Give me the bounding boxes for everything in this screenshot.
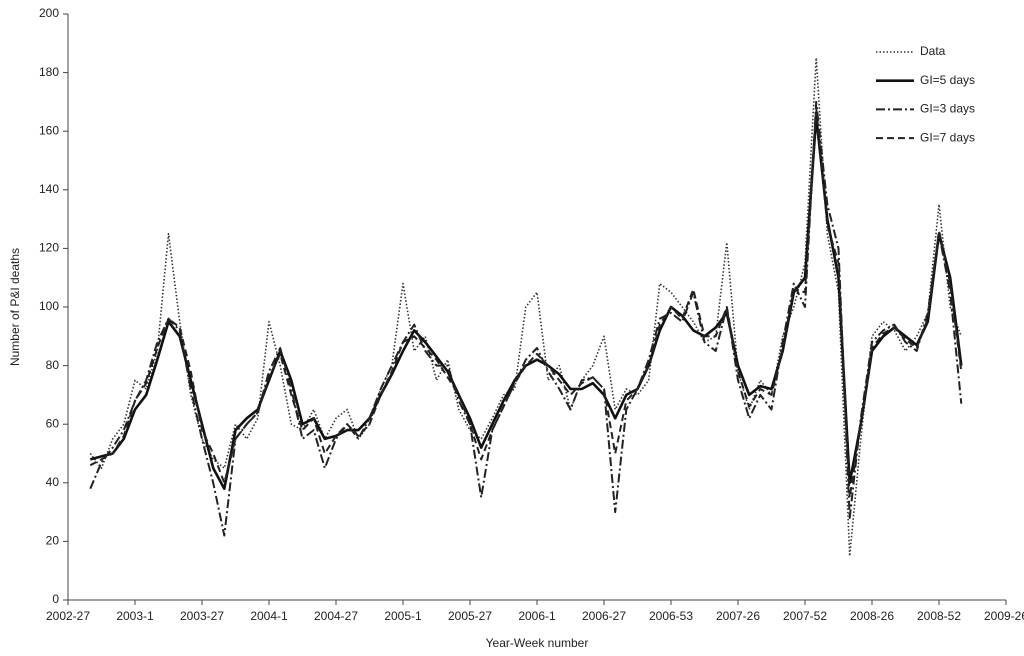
y-tick-label: 200 bbox=[39, 6, 59, 20]
x-tick-label: 2007-52 bbox=[783, 609, 827, 623]
x-tick-label: 2004-27 bbox=[314, 609, 358, 623]
y-tick-label: 0 bbox=[52, 592, 59, 606]
x-axis-title: Year-Week number bbox=[486, 636, 589, 650]
x-tick-label: 2006-53 bbox=[649, 609, 693, 623]
x-tick-label: 2006-1 bbox=[518, 609, 556, 623]
y-tick-label: 160 bbox=[39, 123, 59, 137]
y-tick-label: 140 bbox=[39, 182, 59, 196]
series-line bbox=[89, 100, 963, 537]
y-tick-label: 40 bbox=[46, 475, 60, 489]
x-tick-label: 2005-1 bbox=[384, 609, 422, 623]
x-tick-label: 2003-27 bbox=[180, 609, 224, 623]
x-tick-label: 2006-27 bbox=[582, 609, 626, 623]
x-tick-label: 2005-27 bbox=[448, 609, 492, 623]
y-tick-label: 100 bbox=[39, 299, 59, 313]
x-tick-label: 2004-1 bbox=[250, 609, 288, 623]
x-tick-label: 2002-27 bbox=[46, 609, 90, 623]
x-tick-label: 2003-1 bbox=[116, 609, 154, 623]
x-tick-label: 2007-26 bbox=[716, 609, 760, 623]
y-tick-label: 120 bbox=[39, 241, 59, 255]
x-tick-label: 2008-52 bbox=[917, 609, 961, 623]
y-tick-label: 80 bbox=[46, 358, 60, 372]
y-tick-label: 180 bbox=[39, 65, 59, 79]
legend-label: GI=7 days bbox=[920, 130, 975, 144]
x-tick-label: 2009-26 bbox=[984, 609, 1024, 623]
y-axis-title: Number of P&I deaths bbox=[8, 248, 22, 366]
series-line bbox=[89, 106, 963, 499]
series-line bbox=[89, 115, 963, 490]
legend-label: GI=5 days bbox=[920, 73, 975, 87]
legend-label: Data bbox=[920, 44, 946, 58]
y-tick-label: 60 bbox=[46, 416, 60, 430]
x-tick-label: 2008-26 bbox=[850, 609, 894, 623]
legend-label: GI=3 days bbox=[920, 102, 975, 116]
y-tick-label: 20 bbox=[46, 534, 60, 548]
series-line bbox=[89, 57, 963, 557]
